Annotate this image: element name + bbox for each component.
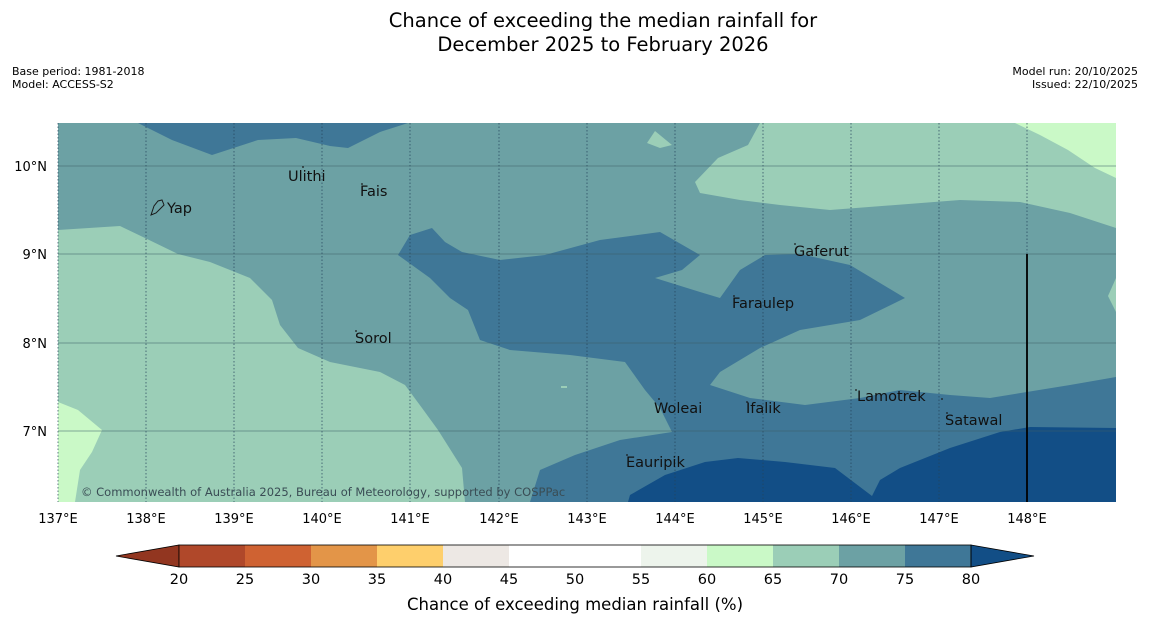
x-tick: 141°E [390, 512, 430, 527]
colorbar-cell-50-55 [575, 545, 641, 567]
colorbar-tick: 55 [632, 572, 650, 588]
place-yap: Yap [166, 201, 192, 217]
colorbar-tick: 30 [302, 572, 320, 588]
colorbar-ticks: 20 25 30 35 40 45 50 55 60 65 70 75 80 [170, 572, 980, 588]
dot-sorol [355, 330, 357, 332]
y-tick: 9°N [23, 248, 48, 263]
base-period: Base period: 1981-2018 [12, 65, 145, 78]
colorbar-extend-low [115, 544, 180, 568]
place-fais: Fais [360, 184, 387, 200]
colorbar-label: Chance of exceeding median rainfall (%) [407, 595, 743, 614]
region-80-85-central [398, 228, 1116, 502]
colorbar-cell-70-75 [839, 545, 905, 567]
place-faraulep: Faraulep [732, 296, 794, 312]
region-70-75-ne [695, 123, 1116, 228]
colorbar-cell-45-50 [509, 545, 575, 567]
parallels [58, 165, 1116, 432]
region-70-75-west [58, 226, 465, 502]
region-85-plus-south [628, 427, 1116, 502]
colorbar-cell-65-70 [773, 545, 839, 567]
region-65-70-sw [58, 402, 102, 502]
colorbar-cell-35-40 [377, 545, 443, 567]
model-name: Model: ACCESS-S2 [12, 78, 114, 91]
colorbar-cell-40-45 [443, 545, 509, 567]
dot-eauripik [626, 454, 628, 456]
dot-satawal [946, 412, 948, 414]
dot-ulithi [302, 166, 304, 168]
colorbar-cell-75-80 [905, 545, 971, 567]
x-tick: 147°E [919, 512, 959, 527]
chart-title: Chance of exceeding the median rainfall … [0, 9, 1150, 57]
island-dots [302, 166, 948, 456]
x-tick: 148°E [1007, 512, 1047, 527]
colorbar-cell-25-30 [245, 545, 311, 567]
meta-left: Base period: 1981-2018 Model: ACCESS-S2 [12, 65, 144, 91]
colorbar-tick: 20 [170, 572, 188, 588]
colorbar-cell-60-65 [707, 545, 773, 567]
colorbar-tick: 80 [962, 572, 980, 588]
colorbar-cell-20-25 [179, 545, 245, 567]
meta-right: Model run: 20/10/2025 Issued: 22/10/2025 [1012, 65, 1138, 91]
colorbar-tick: 35 [368, 572, 386, 588]
colorbar-cell-55-60 [641, 545, 707, 567]
y-tick: 10°N [14, 160, 47, 175]
colorbar-tick: 65 [764, 572, 782, 588]
x-tick: 139°E [214, 512, 254, 527]
colorbar-tick: 60 [698, 572, 716, 588]
y-axis-ticks: 10°N 9°N 8°N 7°N [14, 160, 47, 440]
place-woleai: Woleai [654, 401, 702, 417]
colorbar-tick: 70 [830, 572, 848, 588]
issued-date: Issued: 22/10/2025 [1031, 78, 1138, 91]
colorbar-tick: 25 [236, 572, 254, 588]
x-tick: 143°E [567, 512, 607, 527]
title-line-1: Chance of exceeding the median rainfall … [388, 9, 818, 32]
place-sorol: Sorol [355, 331, 392, 347]
colorbar-tick: 75 [896, 572, 914, 588]
x-axis-ticks: 137°E 138°E 139°E 140°E 141°E 142°E 143°… [38, 512, 1047, 527]
place-ifalik: Ifalik [746, 401, 781, 417]
place-eauripik: Eauripik [626, 455, 685, 471]
attribution-text: © Commonwealth of Australia 2025, Bureau… [81, 485, 565, 499]
colorbar-cells [179, 545, 971, 567]
place-ulithi: Ulithi [288, 169, 326, 185]
place-lamotrek: Lamotrek [857, 389, 926, 405]
x-tick: 137°E [38, 512, 78, 527]
colorbar-tick: 40 [434, 572, 452, 588]
x-tick: 146°E [831, 512, 871, 527]
colorbar-cell-30-35 [311, 545, 377, 567]
place-gaferut: Gaferut [794, 244, 849, 260]
colorbar-tick: 50 [566, 572, 584, 588]
colorbar-tick: 45 [500, 572, 518, 588]
x-tick: 145°E [743, 512, 783, 527]
dot-woleai [658, 398, 660, 400]
region-70-75-patch [647, 131, 672, 148]
region-80-85-north [138, 123, 408, 155]
colorbar: 20 25 30 35 40 45 50 55 60 65 70 75 80 C… [115, 544, 1035, 614]
dot-faraulep [733, 295, 735, 297]
title-line-2: December 2025 to February 2026 [437, 33, 769, 56]
x-tick: 140°E [302, 512, 342, 527]
dot-lamotrek-2 [941, 398, 943, 400]
yap-island [150, 199, 165, 216]
place-satawal: Satawal [945, 413, 1002, 429]
region-65-70-ne [1015, 123, 1116, 178]
x-tick: 142°E [479, 512, 519, 527]
colorbar-frame [178, 544, 972, 568]
dot-fais [361, 183, 363, 185]
dot-gaferut [794, 243, 796, 245]
x-tick: 138°E [126, 512, 166, 527]
dot-ifalik [746, 401, 748, 403]
y-tick: 8°N [23, 337, 48, 352]
y-tick: 7°N [23, 425, 48, 440]
colorbar-extend-high [970, 544, 1035, 568]
region-70-75-east-edge [1108, 278, 1116, 312]
model-run: Model run: 20/10/2025 [1012, 65, 1138, 78]
x-tick: 144°E [655, 512, 695, 527]
dot-lamotrek [855, 389, 857, 391]
region-speck [561, 386, 567, 388]
gridlines [57, 123, 1028, 502]
